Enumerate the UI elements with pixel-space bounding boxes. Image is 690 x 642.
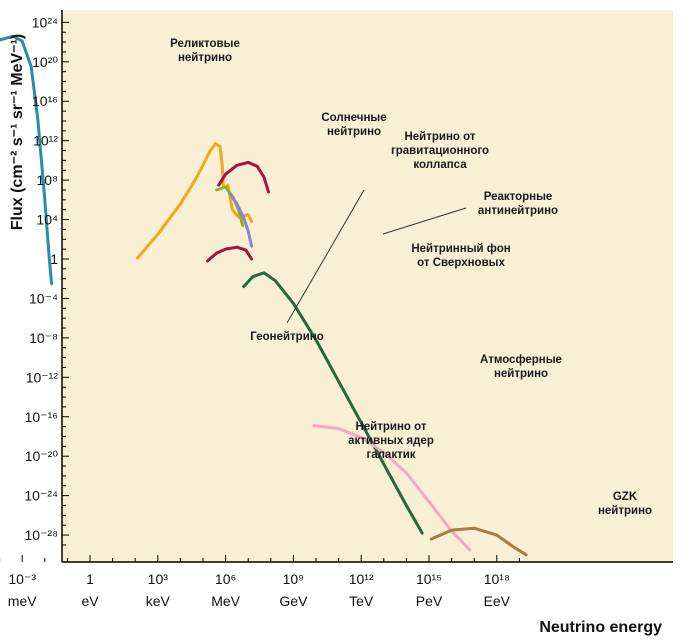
y-tick-label-4: 10⁸ xyxy=(37,172,59,188)
curve-label-7: Нейтрино от активных ядер галактик xyxy=(348,421,434,461)
curve-label-8: GZK нейтрино xyxy=(598,491,652,517)
series-layer xyxy=(0,34,528,557)
curve-label-line: галактик xyxy=(366,449,415,461)
y-tick-label-2: 10¹⁶ xyxy=(32,93,58,109)
curve-label-line: Нейтринный фон xyxy=(411,243,510,255)
series-line-0 xyxy=(0,34,54,286)
y-tick-label-0: 10²⁴ xyxy=(32,14,58,30)
x-tick-label-1: 10⁻³ xyxy=(8,571,36,587)
curve-label-line: нейтрино xyxy=(178,52,232,64)
curve-label-0: Реликтовые нейтрино xyxy=(170,38,240,64)
y-tick-label-10: 10⁻¹⁶ xyxy=(25,409,58,425)
series-line-1 xyxy=(136,142,225,260)
series-line-5 xyxy=(228,192,254,248)
curve-label-line: нейтрино xyxy=(598,505,652,517)
curve-label-line: Атмосферные xyxy=(480,354,562,366)
x-tick-label-5: 10⁹ xyxy=(283,571,305,587)
leader-line-0 xyxy=(286,189,365,324)
x-tick-unit-3: keV xyxy=(146,593,171,609)
curve-label-1: Солнечные нейтрино xyxy=(321,112,386,138)
x-tick-unit-5: GeV xyxy=(279,593,308,609)
y-tick-label-12: 10⁻²⁴ xyxy=(24,488,58,504)
curve-label-line: коллапса xyxy=(413,159,467,171)
y-tick-label-13: 10⁻²⁸ xyxy=(24,527,58,543)
curve-label-6: Атмосферные нейтрино xyxy=(480,354,562,380)
curve-label-line: от Сверхновых xyxy=(417,257,505,269)
series-line-9 xyxy=(429,526,528,557)
x-tick-unit-4: MeV xyxy=(211,593,240,609)
x-tick-label-7: 10¹⁵ xyxy=(416,571,442,587)
curve-label-3: Реакторные антинейтрино xyxy=(478,191,558,217)
x-tick-unit-1: meV xyxy=(8,593,37,609)
x-tick-unit-6: TeV xyxy=(349,593,374,609)
curve-label-line: нейтрино xyxy=(327,126,381,138)
y-tick-label-3: 10¹² xyxy=(33,133,58,149)
x-tick-label-2: 1 xyxy=(86,571,94,587)
y-tick-label-5: 10⁴ xyxy=(36,212,58,228)
y-tick-label-1: 10²⁰ xyxy=(32,54,58,70)
curve-label-line: антинейтрино xyxy=(478,205,558,217)
y-axis-title: Flux (cm⁻² s⁻¹ sr⁻¹ MeV⁻¹) xyxy=(9,34,26,230)
x-tick-label-3: 10³ xyxy=(148,571,169,587)
curve-label-line: GZK xyxy=(613,491,638,503)
x-tick-unit-7: PeV xyxy=(416,593,443,609)
y-tick-label-11: 10⁻²⁰ xyxy=(25,448,59,464)
curve-label-line: Реликтовые xyxy=(170,38,240,50)
series-line-6 xyxy=(206,245,254,263)
series-line-7 xyxy=(242,271,424,535)
leader-lines xyxy=(286,189,467,324)
curve-label-line: Геонейтрино xyxy=(250,331,323,343)
curve-label-line: нейтрино xyxy=(494,368,548,380)
x-tick-unit-8: EeV xyxy=(484,593,511,609)
series-line-3 xyxy=(217,160,270,194)
curve-label-line: гравитационного xyxy=(391,145,489,157)
curve-label-line: Нейтрино от xyxy=(404,131,475,143)
axes-layer: 10²⁴ 10²⁰ 10¹⁶ 10¹² 10⁸ 10⁴ 1 10⁻⁴ 10⁻⁸ 10⁻¹² 10⁻¹… xyxy=(0,10,673,609)
annotation-layer: Реликтовые нейтрино Солнечные нейтрино Нейтр… xyxy=(170,38,652,517)
curve-label-line: Реакторные xyxy=(484,191,553,203)
series-line-8 xyxy=(312,424,472,552)
y-tick-label-8: 10⁻⁸ xyxy=(29,330,58,346)
curve-label-line: Солнечные xyxy=(321,112,386,124)
y-tick-label-9: 10⁻¹² xyxy=(26,369,59,385)
curve-label-line: Нейтрино от xyxy=(355,421,426,433)
curve-label-4: Нейтринный фон от Сверхновых xyxy=(411,243,510,269)
x-tick-unit-2: eV xyxy=(81,593,99,609)
x-axis-title: Neutrino energy xyxy=(539,619,662,636)
x-tick-label-6: 10¹² xyxy=(349,571,374,587)
curve-label-line: активных ядер xyxy=(348,435,434,447)
leader-line-1 xyxy=(382,207,467,235)
y-tick-label-6: 1 xyxy=(50,251,58,267)
curve-label-2: Нейтрино от гравитационного коллапса xyxy=(391,131,489,171)
curve-label-5: Геонейтрино xyxy=(250,331,323,343)
plot-background xyxy=(62,10,673,562)
y-tick-label-7: 10⁻⁴ xyxy=(29,290,58,306)
x-tick-label-4: 10⁶ xyxy=(215,571,236,587)
x-tick-label-8: 10¹⁸ xyxy=(484,571,510,587)
